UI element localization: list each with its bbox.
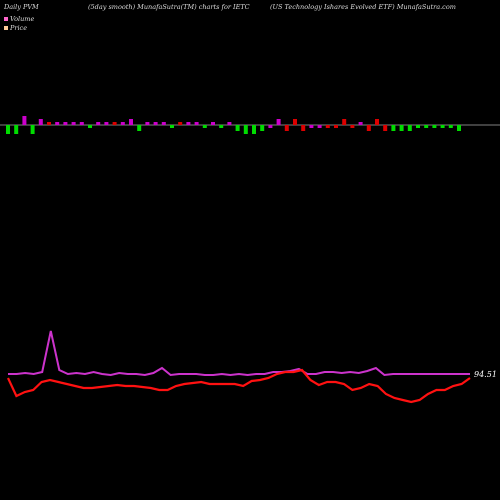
volume-bar xyxy=(235,125,240,131)
volume-bar xyxy=(22,116,27,125)
volume-bar xyxy=(268,125,273,128)
volume-bar xyxy=(194,122,199,125)
legend-price: Price xyxy=(4,24,27,32)
volume-bar xyxy=(457,125,461,131)
volume-bar xyxy=(366,125,371,131)
volume-bar xyxy=(448,125,453,128)
volume-bar xyxy=(96,122,101,125)
volume-bar xyxy=(293,119,297,125)
volume-bar xyxy=(186,122,191,125)
volume-bar xyxy=(350,125,355,128)
legend-volume-swatch xyxy=(4,17,8,21)
chart-header-right: (US Technology Ishares Evolved ETF) Muna… xyxy=(270,3,456,11)
legend-volume-label: Volume xyxy=(10,15,35,23)
volume-bar xyxy=(325,125,330,128)
volume-bar xyxy=(47,122,51,125)
legend-price-label: Price xyxy=(10,24,28,32)
volume-bar xyxy=(14,125,19,134)
volume-bar xyxy=(38,119,43,125)
volume-bar xyxy=(284,125,289,131)
volume-bar xyxy=(432,125,437,128)
volume-bar xyxy=(120,122,125,125)
volume-bar xyxy=(6,125,10,134)
volume-bars xyxy=(6,116,461,134)
volume-bar xyxy=(137,125,142,131)
volume-bar xyxy=(416,125,420,128)
chart-header-left: Daily PVM xyxy=(4,3,39,11)
volume-bar xyxy=(276,119,281,125)
volume-bar xyxy=(391,125,396,131)
volume-bar xyxy=(383,125,388,131)
volume-bar xyxy=(260,125,265,131)
volume-bar xyxy=(79,122,84,125)
volume-bar xyxy=(301,125,306,131)
volume-bar xyxy=(161,122,166,125)
volume-bar xyxy=(104,122,109,125)
price-line xyxy=(7,368,471,404)
volume-bar xyxy=(145,122,150,125)
volume-bar xyxy=(55,122,60,125)
volume-bar xyxy=(252,125,256,134)
volume-bar xyxy=(309,125,314,128)
volume-bar xyxy=(30,125,35,134)
volume-bar xyxy=(170,125,174,128)
legend-price-swatch xyxy=(4,26,8,30)
price-lines xyxy=(7,330,471,404)
volume-bar xyxy=(243,125,248,134)
volume-bar xyxy=(227,122,232,125)
volume-bar xyxy=(112,122,117,125)
volume-bar xyxy=(202,125,207,128)
volume-bar xyxy=(399,125,404,131)
volume-bar xyxy=(440,125,445,128)
volume-bar xyxy=(211,122,215,125)
volume-bar xyxy=(317,125,322,128)
chart-header-center: (5day smooth) MunafaSutra(TM) charts for… xyxy=(88,3,250,11)
volume-bar xyxy=(178,122,183,125)
volume-bar xyxy=(129,119,133,125)
last-price-label: 94.51 xyxy=(474,370,497,379)
volume-bar xyxy=(342,119,347,125)
volume-bar xyxy=(71,122,76,125)
volume-bar xyxy=(407,125,412,131)
volume-bar xyxy=(63,122,68,125)
volume-bar xyxy=(424,125,429,128)
volume-bar xyxy=(153,122,158,125)
legend-volume: Volume xyxy=(4,15,34,23)
volume-bar xyxy=(358,122,363,125)
volume-bar xyxy=(334,125,338,128)
volume-line xyxy=(8,330,470,377)
volume-bar xyxy=(88,125,92,128)
volume-bar xyxy=(219,125,224,128)
volume-bar xyxy=(375,119,379,125)
